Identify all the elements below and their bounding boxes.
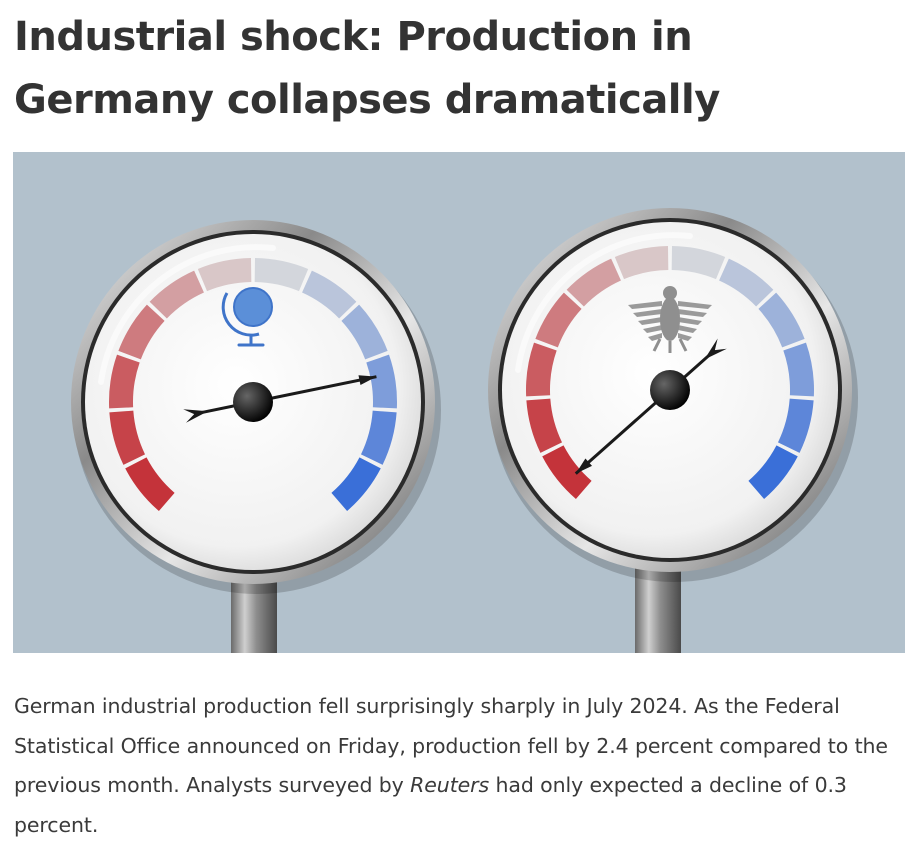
article-headline: Industrial shock: Production in Germany … <box>14 14 720 123</box>
gauge-scale-segment <box>526 398 563 453</box>
lead-text-1: German industrial production fell surpri… <box>14 694 888 797</box>
gauge-scale-segment <box>109 410 146 465</box>
gauge-world <box>71 220 441 653</box>
gauge-scale-segment <box>360 410 397 465</box>
eagle-emblem-icon <box>628 286 712 353</box>
gauge-scale-segment <box>118 304 165 360</box>
gauge-scale-segment <box>671 246 726 280</box>
globe-icon <box>221 287 273 347</box>
gauge-scale-segment <box>331 457 381 512</box>
article-lead: German industrial production fell surpri… <box>14 687 906 845</box>
gauges-illustration <box>13 152 905 653</box>
gauge-scale-segment <box>125 457 175 512</box>
gauge-scale-segment <box>254 258 309 292</box>
gauge-scale-segment <box>719 258 774 307</box>
gauge-scale-segment <box>302 270 357 319</box>
gauge-needle <box>183 375 377 423</box>
gauge-hub <box>233 382 273 422</box>
gauge-scale-segment <box>777 398 814 453</box>
gauge-glass-highlight <box>98 244 276 385</box>
gauge-scale-segment <box>197 258 252 292</box>
gauge-scale-segment <box>614 246 669 280</box>
gauge-needle <box>574 338 727 475</box>
gauge-scale-segment <box>566 258 621 307</box>
gauge-scale-segment <box>366 354 397 409</box>
gauge-germany <box>488 208 858 653</box>
gauge-scale-segment <box>748 445 798 500</box>
hero-image <box>13 152 905 653</box>
gauge-scale-segment <box>783 342 814 397</box>
gauge-scale-segment <box>341 304 388 360</box>
gauge-scale-segment <box>542 445 592 500</box>
gauge-scale-segment <box>526 342 557 397</box>
gauge-scale-segment <box>108 354 140 409</box>
lead-text-2: had only expected a decline of 0.3 perce… <box>14 773 847 837</box>
gauge-scale-segment <box>535 292 582 348</box>
gauge-glass-highlight <box>515 232 693 373</box>
gauge-scale-segment <box>149 270 204 319</box>
gauge-hub <box>650 370 690 410</box>
gauge-scale-segment <box>758 292 805 348</box>
lead-source: Reuters <box>410 773 490 797</box>
